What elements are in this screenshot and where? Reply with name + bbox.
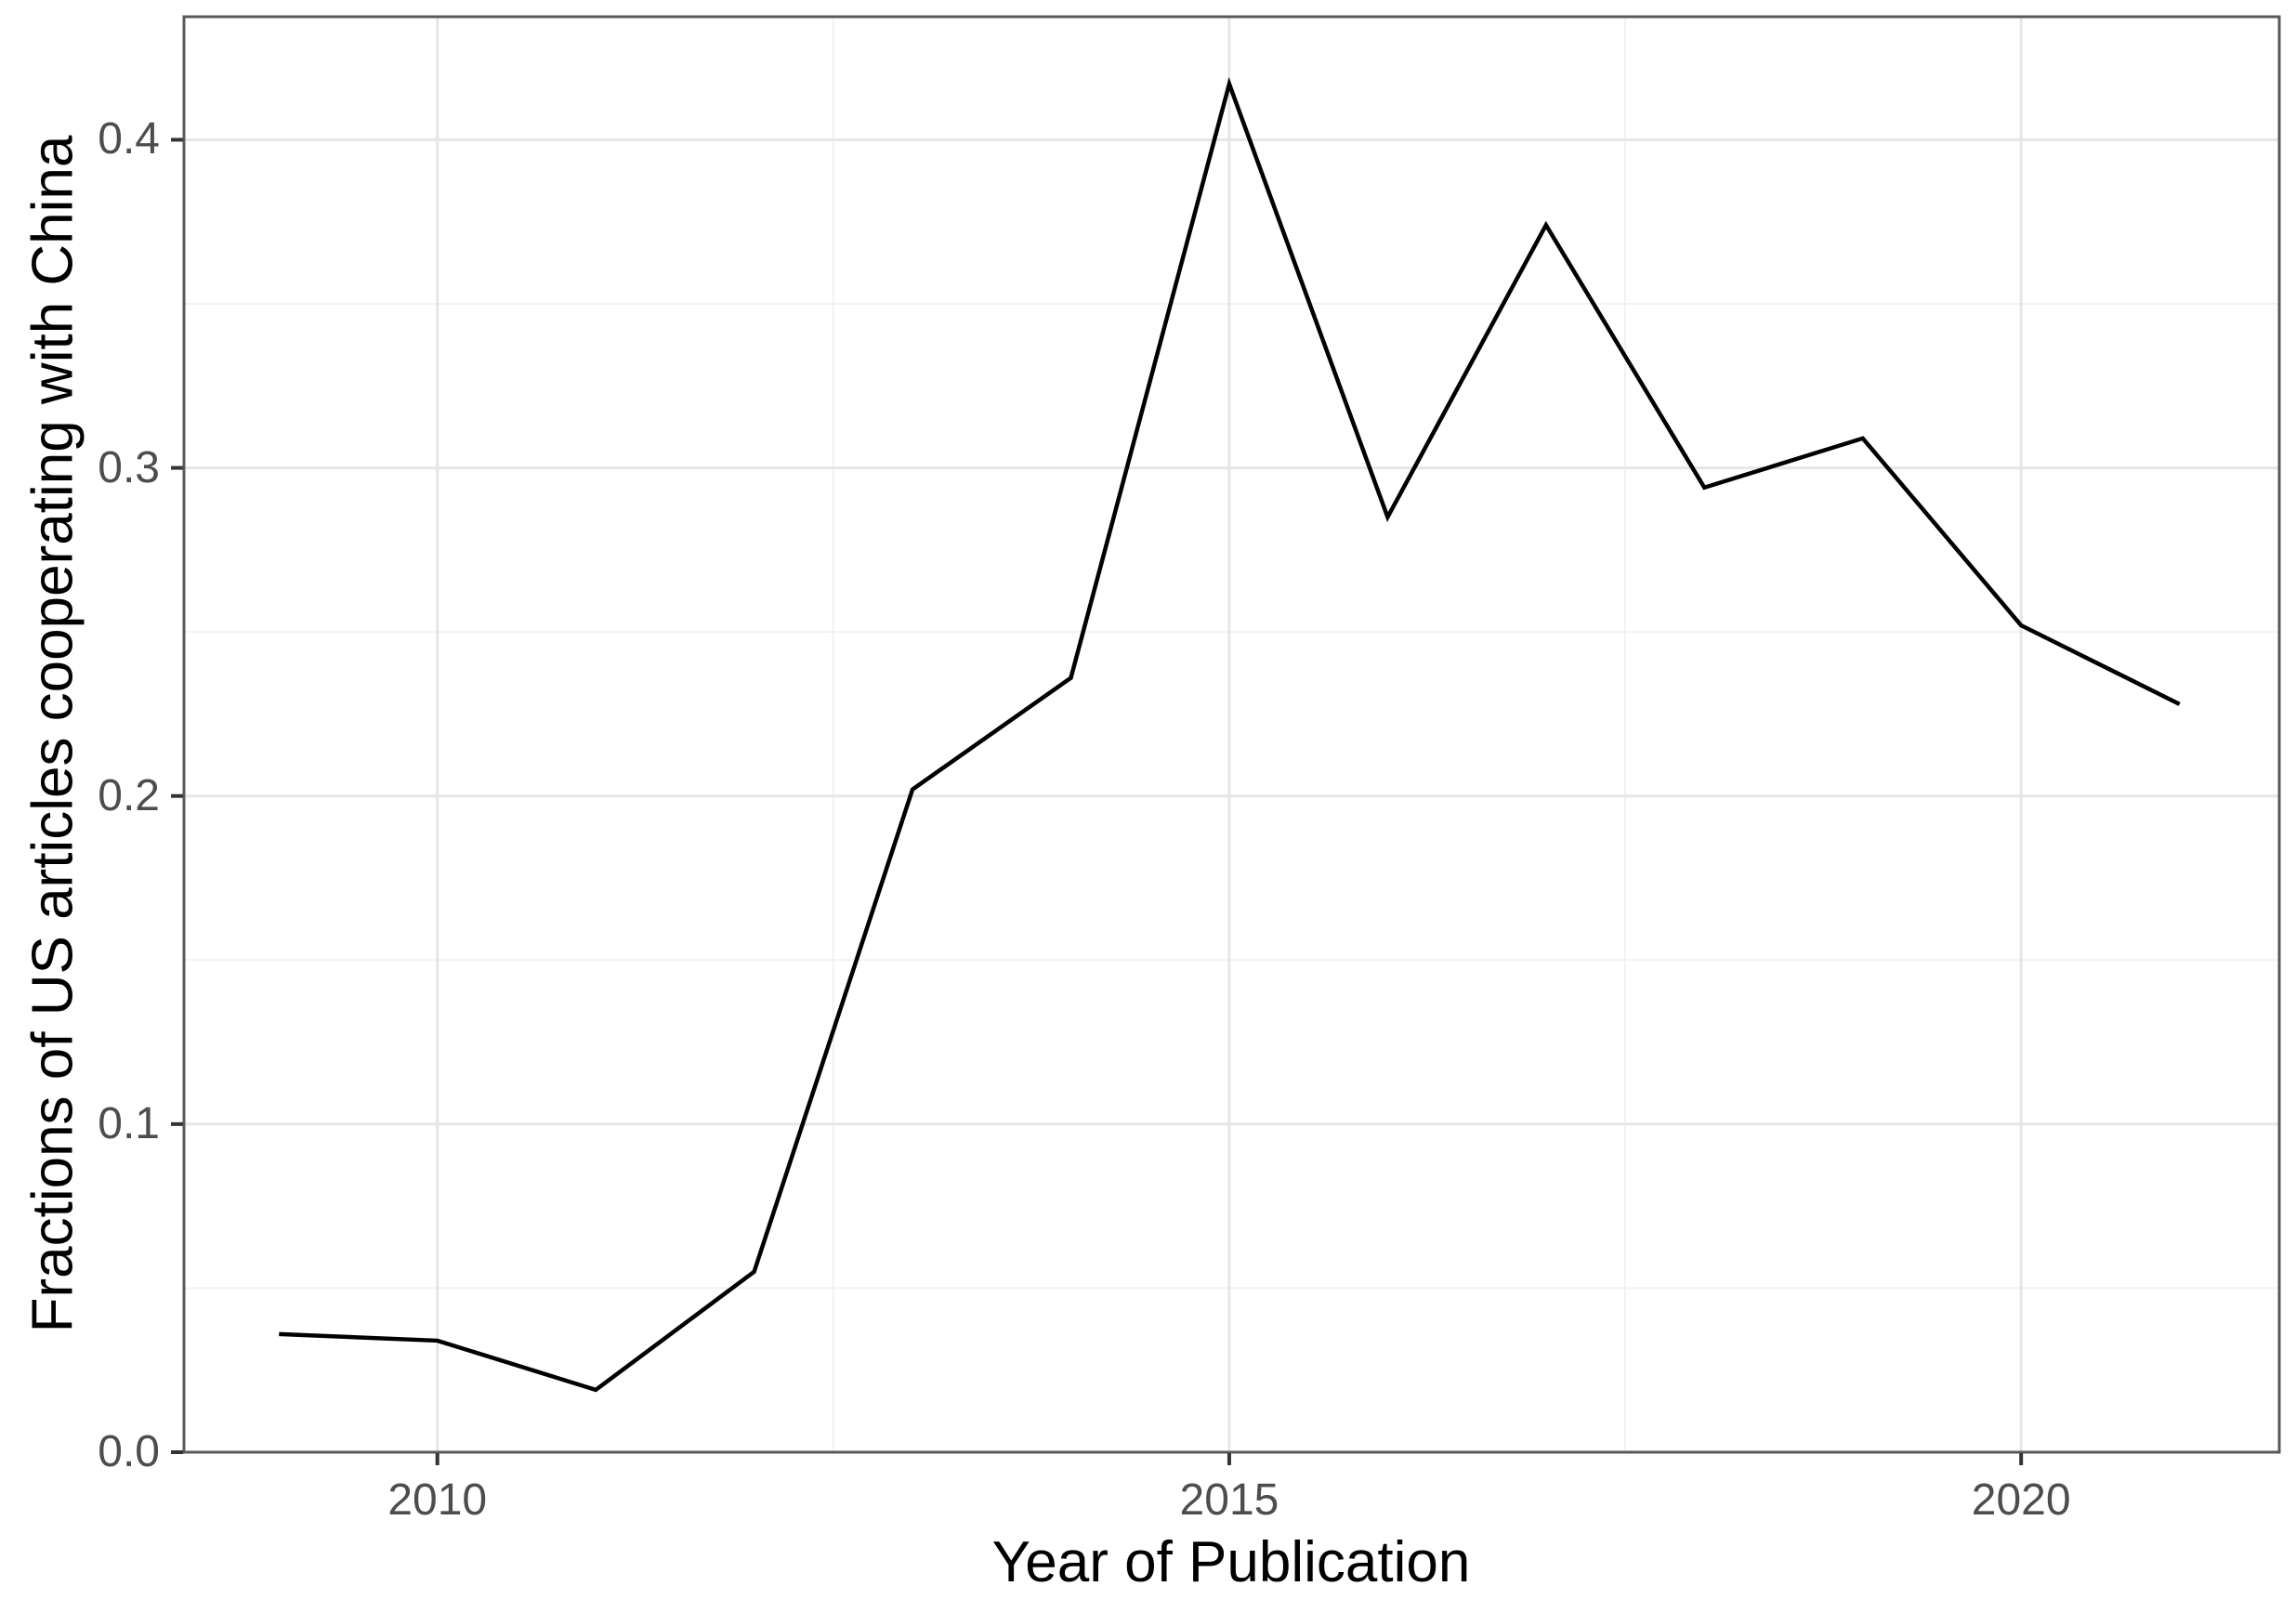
panel-border <box>182 15 2281 1454</box>
data-line-series <box>279 76 2181 1393</box>
y-axis-tick-label: 0.4 <box>98 114 160 164</box>
x-axis-tick-label: 2015 <box>1179 1475 1279 1525</box>
y-axis-tick-label: 0.0 <box>98 1427 160 1476</box>
y-axis-tick-label: 0.2 <box>98 770 160 820</box>
x-axis-title: Year of Publication <box>991 1530 1471 1594</box>
x-axis-tick-label: 2010 <box>387 1475 488 1525</box>
y-axis-tick-label: 0.3 <box>98 442 160 492</box>
y-axis-tick-label: 0.1 <box>98 1098 160 1148</box>
y-axis-title: Fractions of US articles cooperating wit… <box>20 135 85 1333</box>
x-axis-tick-label: 2020 <box>1971 1475 2071 1525</box>
